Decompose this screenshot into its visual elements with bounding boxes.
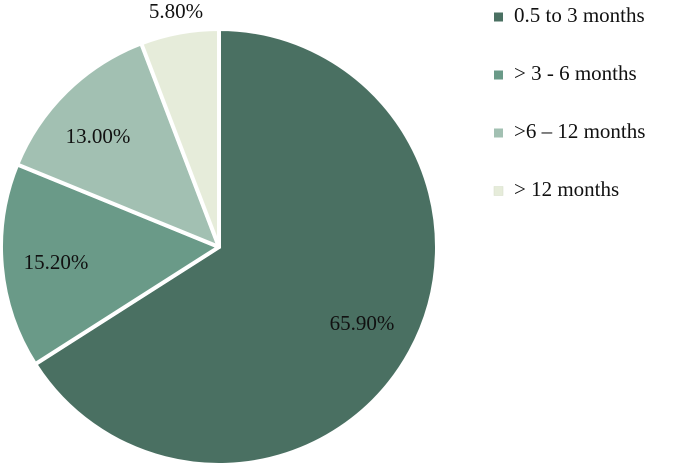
legend-swatch-1 <box>494 12 503 22</box>
legend-label-4: > 12 months <box>514 177 619 201</box>
pie-slice-2 <box>0 162 221 367</box>
legend-swatch-4 <box>493 186 504 196</box>
data-label-2: 15.20% <box>24 250 89 274</box>
pie-slice-3 <box>15 41 221 249</box>
legend-swatch-2 <box>494 70 503 80</box>
data-label-4: 5.80% <box>149 0 203 23</box>
legend-label-3: >6 – 12 months <box>514 119 645 143</box>
pie-slices <box>0 27 440 467</box>
legend: 0.5 to 3 months > 3 - 6 months >6 – 12 mon… <box>493 3 645 201</box>
data-label-1: 65.90% <box>330 311 395 335</box>
legend-label-2: > 3 - 6 months <box>514 61 637 85</box>
data-label-3: 13.00% <box>66 124 131 148</box>
pie-data-labels: 65.90% 15.20% 13.00% 5.80% <box>24 0 395 335</box>
pie-slice-4 <box>139 27 221 249</box>
pie-slice-1 <box>33 27 440 467</box>
legend-label-1: 0.5 to 3 months <box>514 3 645 27</box>
legend-swatch-3 <box>494 128 503 138</box>
